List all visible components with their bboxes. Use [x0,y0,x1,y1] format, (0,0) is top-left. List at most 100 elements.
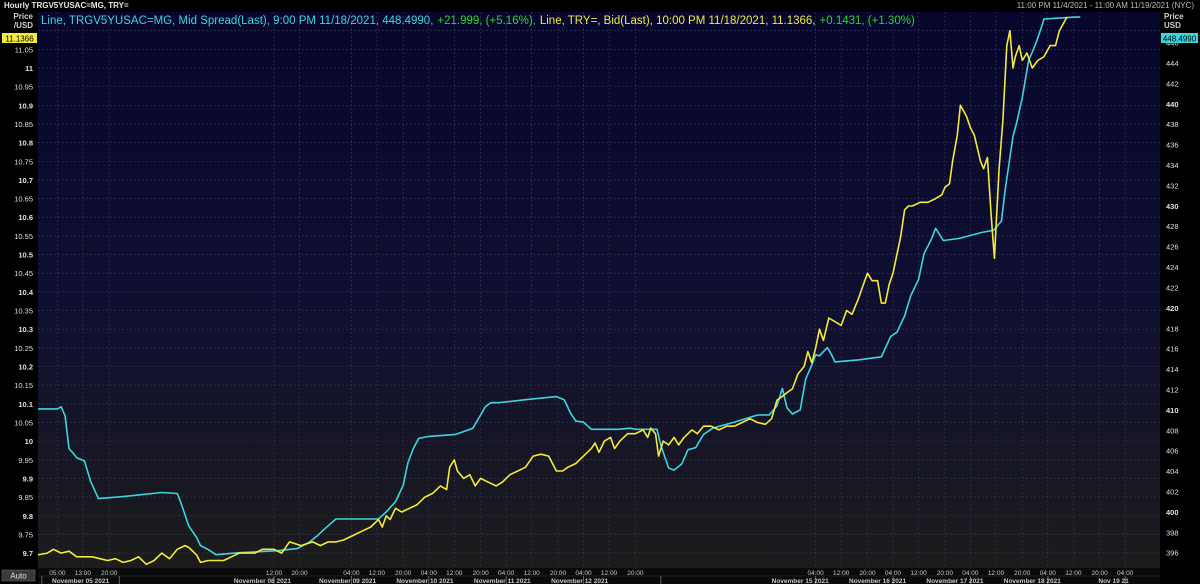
time-tick-label: 20:00 [472,570,489,577]
day-label: November 11 2021 [474,578,531,584]
left-tick-label: 10.35 [14,307,33,316]
left-tick-label: 10.5 [18,251,33,260]
window-titlebar: Hourly TRGV5YUSAC=MG, TRY= 11:00 PM 11/4… [0,0,1200,12]
right-tick-label: 436 [1166,141,1179,150]
auto-scale-label: Auto [10,572,27,581]
left-tick-label: 9.7 [23,549,33,558]
time-tick-label: 20:00 [859,570,876,577]
time-tick-label: 04:00 [498,570,515,577]
right-tick-label: 426 [1166,243,1179,252]
right-tick-label: 410 [1166,406,1179,415]
time-tick-label: 04:00 [885,570,902,577]
day-label: November 10 2021 [396,578,453,584]
time-tick-label: 20:00 [550,570,567,577]
right-tick-label: 402 [1166,487,1179,496]
left-tick-label: 10.65 [14,195,33,204]
left-tick-label: 9.75 [18,530,33,539]
time-tick-label: 12:00 [266,570,283,577]
legend-series-2-change: +0.1431, (+1.30%) [820,15,915,27]
time-tick-label: 20:00 [937,570,954,577]
time-tick-label: 12:00 [910,570,927,577]
time-tick-label: 20:00 [291,570,308,577]
right-last-value-box [1161,33,1198,43]
right-axis-title-2: USD [1164,21,1181,30]
day-label: November 16 2021 [849,578,906,584]
right-tick-label: 404 [1166,467,1179,476]
right-tick-label: 412 [1166,385,1179,394]
x-axis: 05:00 13:00 20:00 12:00 20:00 04:00 12:00 20:00… [38,568,1160,584]
right-tick-label: 428 [1166,222,1179,231]
right-tick-label: 422 [1166,283,1179,292]
right-tick-label: 416 [1166,345,1179,354]
right-tick-label: 396 [1166,549,1179,558]
chart-window-title: Hourly TRGV5YUSAC=MG, TRY= [4,1,129,10]
time-tick-label: 12:00 [369,570,386,577]
right-tick-label: 438 [1166,120,1179,129]
left-tick-label: 10.85 [14,120,33,129]
left-tick-label: 9.8 [23,512,33,521]
right-tick-label: 400 [1166,508,1179,517]
left-tick-label: 10.55 [14,232,33,241]
left-last-value-box [2,33,37,43]
left-tick-label: 10.3 [18,325,33,334]
left-tick-label: 11.05 [15,45,33,54]
right-tick-label: 440 [1166,100,1179,109]
right-tick-label: 430 [1166,202,1179,211]
left-tick-label: 10.15 [14,381,33,390]
time-tick-label: 04:00 [575,570,592,577]
series-lines [37,16,1081,566]
plot-background [38,12,1160,568]
left-tick-label: 10.7 [18,176,33,185]
left-tick-label: 10.45 [14,269,33,278]
time-tick-label: 05:00 [49,570,66,577]
time-tick-label: 20:00 [627,570,644,577]
time-tick-label: 12:00 [988,570,1005,577]
left-tick-label: 10.95 [14,83,33,92]
time-tick-label: 04:00 [808,570,825,577]
left-axis-title-2: /USD [14,21,33,30]
day-label: November 17 2021 [926,578,983,584]
left-tick-label: 11 [25,64,33,73]
time-tick-label: 20:00 [1092,570,1109,577]
chart-canvas: 05:00 13:00 20:00 12:00 20:00 04:00 12:00 20:00… [1,12,1198,584]
left-tick-label: 9.95 [18,456,33,465]
day-label: November 05 2021 [52,578,109,584]
left-tick-label: 10.2 [18,362,33,371]
time-tick-label: 13:00 [75,570,92,577]
time-tick-label: 12:00 [833,570,850,577]
time-tick-label: 04:00 [1040,570,1057,577]
right-tick-label: 398 [1166,528,1179,537]
time-tick-label: 04:00 [1117,570,1134,577]
legend-series-1-text: Line, TRGV5YUSAC=MG, Mid Spread(Last), 9… [41,15,433,27]
day-label: November 12 2021 [551,578,608,584]
date-range: 11:00 PM 11/4/2021 - 11:00 AM 11/19/2021… [1016,1,1194,10]
right-last-value: 448.4990 [1163,35,1197,44]
right-axis-title-1: Price [1164,12,1184,21]
series-line-2 [37,16,1068,566]
left-axis-title-1: Price [13,12,33,21]
time-tick-label: 04:00 [421,570,438,577]
left-tick-label: 10.4 [18,288,33,297]
time-tick-label: 12:00 [1065,570,1082,577]
legend-series-2-text: Line, TRY=, Bid(Last), 10:00 PM 11/18/20… [540,15,816,27]
left-tick-label: 10.25 [14,344,33,353]
left-tick-label: 10 [25,437,33,446]
right-tick-label: 418 [1166,324,1179,333]
day-label: November 09 2021 [319,578,376,584]
left-tick-label: 9.85 [18,493,33,502]
time-tick-label: 20:00 [1014,570,1031,577]
right-tick-label: 408 [1166,426,1179,435]
day-label: November 18 2021 [1004,578,1061,584]
time-tick-label: 12:00 [446,570,463,577]
left-axis: 9.7 9.75 9.8 9.85 9.9 9.95 10 10.05 10.1 10.15 10.… [14,45,34,558]
right-tick-label: 442 [1166,79,1179,88]
auto-scale-button[interactable] [1,569,36,582]
day-label: Nov 19 21 [1098,578,1129,584]
right-tick-label: 414 [1166,365,1179,374]
time-tick-label: 12:00 [601,570,618,577]
time-tick-label: 20:00 [395,570,412,577]
legend-series-1-change: +21.999, (+5.16%), [437,15,535,27]
time-tick-label: 04:00 [343,570,360,577]
day-label: November 15 2021 [772,578,829,584]
right-tick-label: 446 [1166,39,1179,48]
